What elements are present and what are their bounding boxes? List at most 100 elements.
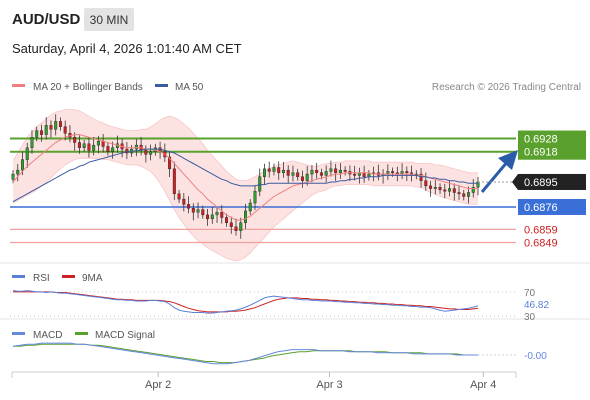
candle-body [125, 148, 129, 154]
rsi-level-label-30: 30 [524, 312, 536, 323]
candle-body [111, 147, 115, 152]
candle [196, 202, 200, 219]
candle-body [244, 210, 247, 223]
candle-body [172, 168, 176, 195]
level-label-0.6849: 0.6849 [524, 238, 558, 250]
candle [73, 132, 77, 151]
candle [177, 189, 181, 204]
macd-signal-legend-swatch [75, 332, 88, 335]
candle [225, 213, 229, 227]
level-label-0.6859: 0.6859 [524, 224, 558, 236]
candle [35, 126, 39, 142]
candle [286, 165, 290, 184]
rsi-ma-line [13, 291, 479, 313]
candle-body [343, 169, 347, 172]
candle-body [144, 150, 148, 155]
copyright-label: Research © 2026 Trading Central [432, 82, 581, 93]
candle [96, 136, 100, 154]
resistance-label-box [518, 130, 586, 160]
candle [187, 196, 191, 214]
candle-body [35, 130, 39, 138]
candle-body [210, 214, 214, 220]
candle-body [96, 140, 100, 146]
candle [452, 183, 456, 201]
bollinger-lower-line [12, 157, 478, 262]
candle-body [448, 188, 452, 192]
ma20-line [12, 134, 478, 221]
ma20-legend-swatch [12, 84, 25, 87]
candle-body [182, 198, 186, 205]
candle-body [334, 168, 338, 173]
candle-body [229, 222, 233, 227]
candle-body [433, 187, 437, 189]
candle-body [239, 222, 243, 231]
candle [291, 165, 295, 182]
candle-body [11, 173, 15, 180]
macd-panel: -0.00 [12, 342, 547, 365]
candle-body [281, 169, 285, 173]
x-tick-label-Apr-2: Apr 2 [145, 379, 171, 391]
candle-body [215, 212, 219, 216]
rsi-ma-legend-swatch [62, 275, 75, 278]
support-label-box [518, 198, 586, 215]
candle [234, 218, 238, 236]
candle [244, 203, 247, 229]
candle [168, 151, 172, 177]
forecast-arrow [480, 150, 518, 193]
candle-body [258, 176, 262, 192]
candle-body [324, 171, 328, 176]
candle [182, 193, 186, 212]
candle-body [177, 193, 181, 200]
candle-body [30, 137, 34, 148]
candle [172, 161, 176, 200]
candle-body [187, 204, 191, 209]
candle [25, 142, 29, 168]
candle-body [191, 208, 195, 213]
interval-badge[interactable] [84, 8, 134, 31]
candle [315, 163, 319, 179]
candle [419, 168, 423, 188]
candle-body [49, 125, 53, 130]
candle [11, 170, 15, 184]
candle-body [286, 169, 290, 176]
candle-body [77, 142, 81, 148]
candle [424, 172, 428, 191]
candle [267, 161, 271, 178]
candle-body [277, 167, 281, 173]
candle-body [73, 137, 77, 143]
ma20-legend-label: MA 20 + Bollinger Bands [33, 82, 143, 93]
candle-body [39, 130, 43, 135]
candle-body [362, 172, 366, 177]
candle-body [149, 151, 153, 155]
candle-body [220, 212, 224, 218]
candle-body [353, 173, 357, 176]
candle [77, 135, 81, 154]
level-label-0.6928: 0.6928 [524, 134, 558, 146]
candle-body [329, 168, 333, 172]
candle [253, 185, 257, 211]
candle-body [272, 167, 276, 172]
candle-body [63, 126, 67, 134]
current-price-label: 0.6895 [524, 177, 558, 189]
x-axis-ticks: Apr 2 Apr 3 Apr 4 [145, 372, 496, 391]
candle-body [315, 169, 319, 173]
candle-body [424, 180, 428, 187]
candle [58, 117, 62, 131]
candle-body [44, 125, 48, 135]
rsi-level-label-70: 70 [524, 288, 536, 299]
candle [210, 206, 214, 224]
candle-body [262, 168, 266, 177]
candle [54, 114, 58, 136]
candle-body [253, 190, 257, 204]
candle-body [248, 202, 252, 212]
macd-current-value: -0.00 [524, 351, 547, 362]
bollinger-band [13, 109, 478, 261]
candle [191, 203, 195, 221]
x-tick-label-Apr-4: Apr 4 [470, 379, 496, 391]
candle-body [267, 168, 271, 172]
candle-body [201, 209, 205, 216]
candle [239, 217, 243, 239]
candle-body [291, 172, 295, 176]
